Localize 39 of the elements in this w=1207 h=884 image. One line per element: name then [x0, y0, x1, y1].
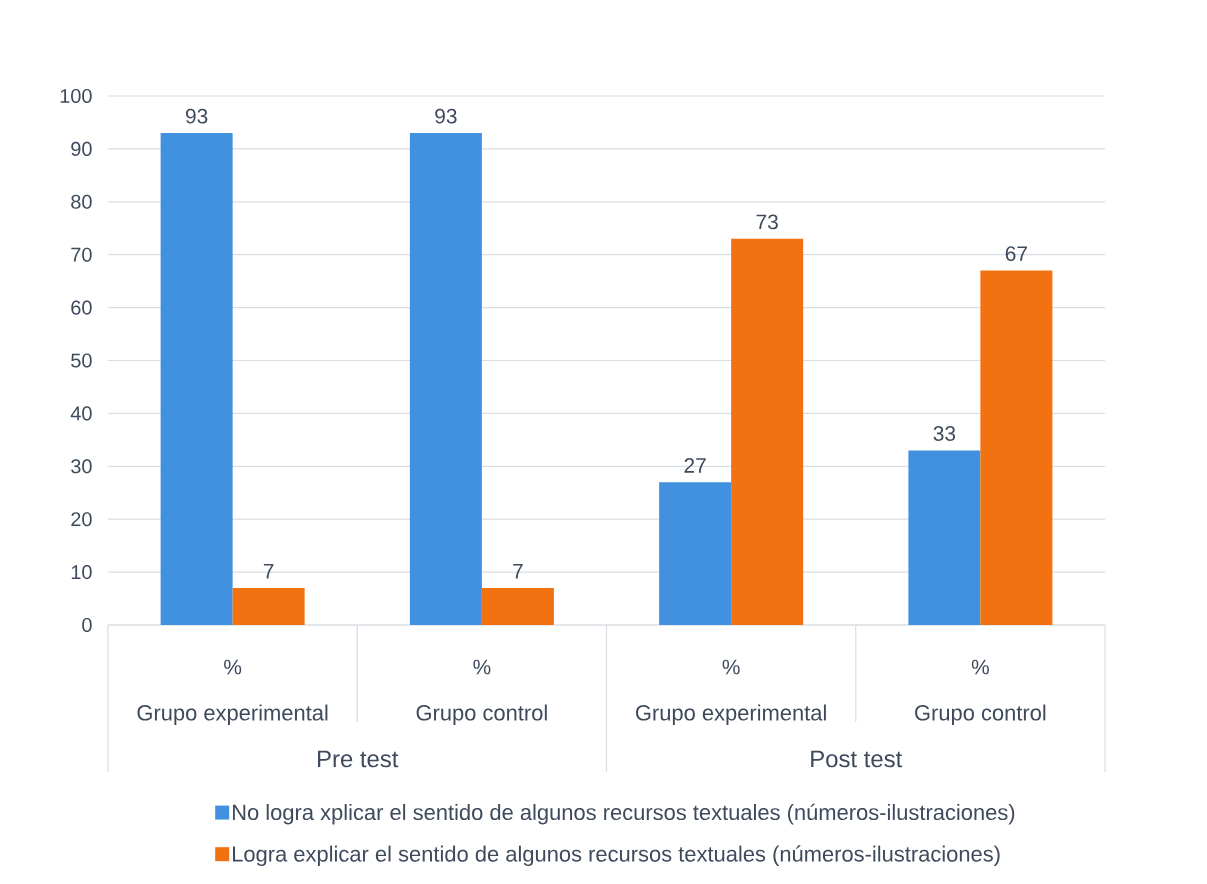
x-tick-label: Grupo control — [915, 704, 1046, 725]
text: % — [971, 659, 989, 675]
data-label: 73 — [756, 214, 778, 230]
data-label: 93 — [185, 108, 208, 124]
data-label: 67 — [1005, 246, 1027, 262]
bar — [481, 587, 554, 625]
y-tick-label: 0 — [82, 617, 92, 633]
bar — [659, 482, 732, 625]
text: Pre test — [318, 750, 399, 768]
text: Post test — [811, 750, 903, 768]
text: % — [722, 659, 740, 675]
bar — [980, 270, 1053, 625]
y-tick-label: 90 — [71, 141, 92, 156]
legend-label: Logra explicar el sentido de algunos recursos textuales (números-ilustraciones) — [232, 845, 1000, 867]
bar — [232, 587, 305, 625]
y-tick-label: 40 — [70, 406, 92, 421]
y-tick-label: 100 — [60, 88, 92, 104]
data-label: 33 — [933, 426, 956, 441]
y-tick-label: 80 — [71, 194, 92, 209]
x-tick-label: Grupo experimental — [137, 704, 328, 725]
bar — [409, 133, 482, 625]
data-label: 93 — [435, 108, 457, 124]
data-label: 27 — [684, 458, 706, 473]
text: % — [224, 659, 242, 675]
bar — [731, 238, 804, 625]
data-label: 7 — [513, 564, 523, 579]
legend-label: No logra xplicar el sentido de algunos recursos textuales (números-ilustraciones) — [232, 803, 1015, 825]
text: % — [473, 659, 491, 675]
y-tick-label: 30 — [71, 459, 92, 474]
y-tick-label: 50 — [71, 353, 92, 368]
bar — [160, 133, 233, 625]
y-tick-label: 10 — [71, 565, 92, 580]
bar — [908, 450, 981, 625]
x-tick-label: Grupo experimental — [635, 704, 826, 725]
y-tick-label: 70 — [71, 247, 92, 262]
y-tick-label: 60 — [71, 300, 92, 315]
y-tick-label: 20 — [71, 512, 92, 527]
x-tick-label: Grupo control — [416, 704, 547, 725]
data-label: 7 — [263, 564, 274, 579]
